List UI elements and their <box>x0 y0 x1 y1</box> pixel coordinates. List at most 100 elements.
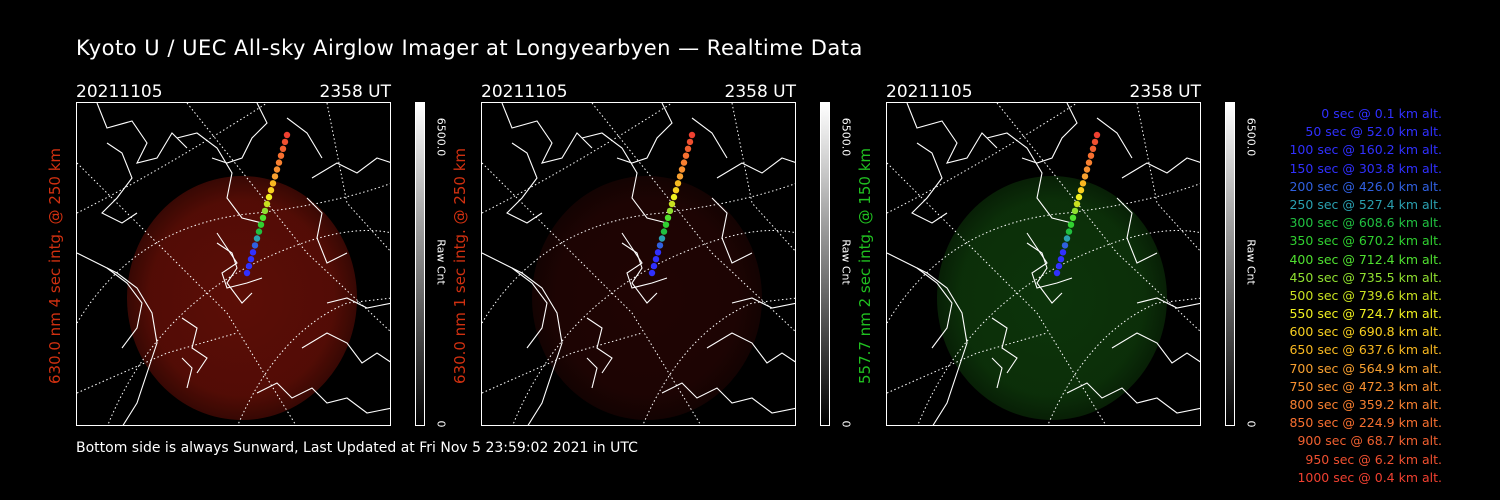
grid-line <box>482 332 643 394</box>
trajectory-point <box>682 152 690 159</box>
trajectory-point <box>283 131 291 139</box>
coastline <box>621 242 658 304</box>
grid-line <box>887 183 1200 324</box>
trajectory-point <box>1085 159 1093 166</box>
footer-status: Bottom side is always Sunward, Last Upda… <box>76 440 638 456</box>
grid-line <box>887 162 1107 425</box>
grid-line <box>917 230 1200 425</box>
grid-line <box>107 230 390 425</box>
grid-line <box>996 103 1200 332</box>
panel-wavelength-label: 630.0 nm 1 sec intg. @ 250 km <box>451 147 469 385</box>
coastline <box>691 117 728 159</box>
trajectory-point <box>648 269 656 277</box>
trajectory-point <box>279 145 287 152</box>
coastline <box>716 157 795 179</box>
grid-line <box>77 332 238 394</box>
legend-entry: 400 sec @ 712.4 km alt. <box>1289 251 1442 267</box>
coastline <box>501 103 593 164</box>
coastline <box>581 132 668 224</box>
coastline <box>991 317 1018 374</box>
grid-line <box>887 103 1078 214</box>
coastline <box>706 332 795 364</box>
airglow-field <box>127 176 357 420</box>
trajectory-point <box>1057 256 1065 263</box>
colorbar-unit-label: Raw Cnt <box>1244 239 1258 285</box>
coastline <box>211 103 268 164</box>
legend-entry: 350 sec @ 670.2 km alt. <box>1289 233 1442 249</box>
grid-line <box>591 103 795 332</box>
trajectory-point <box>1063 235 1071 242</box>
trajectory-point <box>1083 166 1091 173</box>
trajectory-point <box>277 152 285 159</box>
trajectory-point <box>668 200 676 208</box>
image-panel-1: 20211105 2358 UT 630.0 nm 4 sec intg. @ 25… <box>46 82 448 432</box>
trajectory-point <box>249 249 257 256</box>
coastline <box>887 252 968 425</box>
panel-time: 2358 UT <box>1129 82 1202 102</box>
trajectory-point <box>1089 145 1097 152</box>
coastline <box>1026 232 1073 289</box>
legend-entry: 550 sec @ 724.7 km alt. <box>1289 306 1442 322</box>
coastline <box>661 382 795 414</box>
coastline <box>301 332 390 364</box>
coastline <box>306 197 348 264</box>
grid-line <box>77 103 268 214</box>
allsky-image <box>886 102 1201 426</box>
coastline <box>326 297 390 309</box>
legend-entry: 750 sec @ 472.3 km alt. <box>1289 378 1442 394</box>
grid-line <box>887 332 1048 394</box>
trajectory-point <box>267 187 275 194</box>
panel-time: 2358 UT <box>319 82 392 102</box>
trajectory-point <box>281 138 289 146</box>
coastline <box>1111 332 1200 364</box>
colorbar-unit-label: Raw Cnt <box>839 239 853 285</box>
trajectory-point <box>656 242 664 249</box>
grid-line <box>482 103 673 214</box>
trajectory-point <box>255 228 263 235</box>
trajectory-point <box>680 159 688 166</box>
grid-line <box>482 183 795 324</box>
grid-line <box>77 183 390 324</box>
legend-entry: 650 sec @ 637.6 km alt. <box>1289 342 1442 358</box>
coastline <box>311 157 390 179</box>
allsky-map-svg <box>77 103 390 425</box>
coastline <box>511 267 548 349</box>
trajectory-point <box>1067 221 1075 228</box>
colorbar <box>415 102 425 426</box>
coastline <box>616 103 673 164</box>
coastline <box>1116 197 1158 264</box>
trajectory-point <box>664 214 672 221</box>
trajectory-point <box>1079 180 1087 187</box>
coastline <box>731 297 795 309</box>
trajectory-point <box>688 131 696 139</box>
legend-entry: 0 sec @ 0.1 km alt. <box>1321 106 1442 121</box>
image-panel-3: 20211105 2358 UT 557.7 nm 2 sec intg. @ 15… <box>856 82 1258 432</box>
colorbar-unit-label: Raw Cnt <box>434 239 448 285</box>
coastline <box>1026 242 1063 304</box>
allsky-map-svg <box>482 103 795 425</box>
legend-entry: 250 sec @ 527.4 km alt. <box>1289 196 1442 212</box>
coastline <box>506 142 543 224</box>
trajectory-point <box>251 242 259 249</box>
trajectory-point <box>1073 200 1081 208</box>
trajectory-point <box>245 262 253 270</box>
trajectory-point <box>271 173 279 180</box>
coastline <box>991 357 1003 389</box>
colorbar-max-label: 6500.0 <box>1244 117 1258 157</box>
trajectory-point <box>662 221 670 228</box>
colorbar-min-label: 0 <box>1244 420 1258 428</box>
coastline <box>1136 297 1200 309</box>
trajectory-point <box>265 193 273 201</box>
coastline <box>911 142 948 224</box>
trajectory-point <box>1069 214 1077 221</box>
trajectory-point <box>1081 173 1089 180</box>
coastline <box>181 317 208 374</box>
trajectory-point <box>269 180 277 187</box>
coastline <box>106 267 143 349</box>
coastline <box>586 357 598 389</box>
trajectory-point <box>243 269 251 277</box>
trajectory-point <box>1075 193 1083 201</box>
legend-entry: 700 sec @ 564.9 km alt. <box>1289 360 1442 376</box>
legend-entry: 500 sec @ 739.6 km alt. <box>1289 287 1442 303</box>
grid-line <box>482 162 702 425</box>
